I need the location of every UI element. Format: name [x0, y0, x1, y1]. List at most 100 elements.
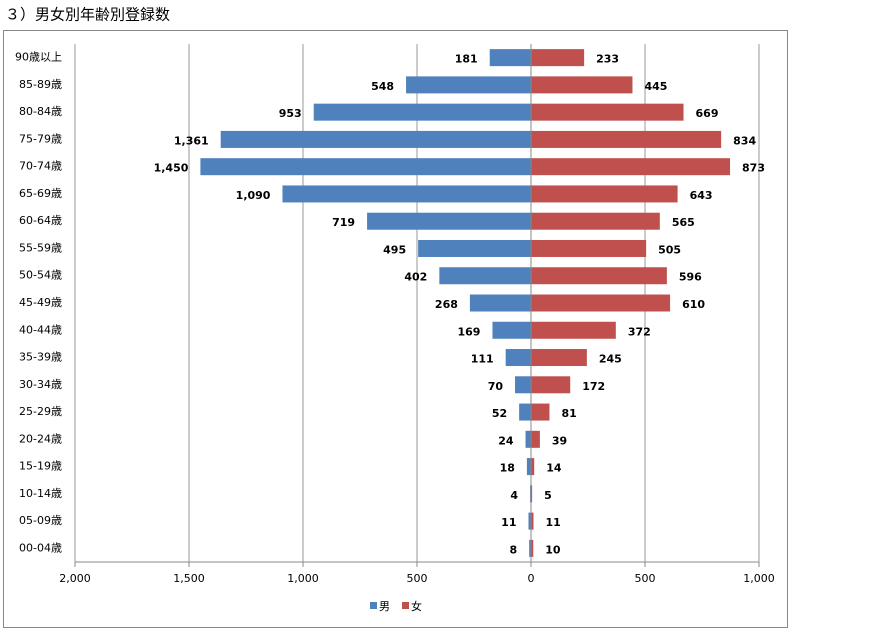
data-label: 24 [498, 434, 514, 447]
bar [200, 158, 531, 176]
data-label: 18 [500, 462, 515, 475]
y-tick-label: 05-09歳 [19, 514, 62, 527]
bar [531, 130, 722, 148]
y-tick-label: 00-04歳 [19, 541, 62, 554]
y-tick-label: 40-44歳 [19, 323, 62, 336]
bar [469, 294, 531, 312]
bar [489, 49, 531, 67]
x-tick-label: 500 [635, 572, 656, 585]
chart-frame [3, 30, 788, 628]
data-label: 245 [599, 353, 622, 366]
data-label: 402 [404, 271, 427, 284]
bar [531, 403, 550, 421]
y-tick-label: 35-39歳 [19, 351, 62, 364]
data-label: 1,361 [174, 134, 209, 147]
data-label: 4 [510, 489, 518, 502]
x-tick-label: 1,000 [287, 572, 319, 585]
y-tick-label: 75-79歳 [19, 132, 62, 145]
bar [531, 349, 587, 367]
bar [525, 430, 531, 448]
bar [526, 458, 531, 476]
bar [531, 49, 585, 67]
data-label: 81 [561, 407, 576, 420]
bar [531, 158, 731, 176]
data-label: 719 [332, 216, 355, 229]
y-tick-label: 15-19歳 [19, 460, 62, 473]
bar [220, 130, 531, 148]
bar [528, 512, 531, 530]
y-tick-label: 20-24歳 [19, 432, 62, 445]
data-label: 1,090 [236, 189, 271, 202]
data-label: 169 [457, 325, 480, 338]
bar [531, 376, 571, 394]
bar [531, 294, 671, 312]
bar [531, 103, 684, 121]
y-tick-label: 65-69歳 [19, 187, 62, 200]
bar [531, 239, 647, 257]
bar [531, 539, 534, 557]
data-label: 5 [544, 489, 552, 502]
bar [531, 267, 667, 285]
bar [406, 76, 531, 94]
data-label: 834 [733, 134, 756, 147]
x-tick-label: 1,500 [173, 572, 205, 585]
data-label: 111 [471, 353, 494, 366]
bar [282, 185, 531, 203]
data-label: 172 [582, 380, 605, 393]
data-label: 181 [455, 53, 478, 66]
x-tick-label: 500 [407, 572, 428, 585]
bar [505, 349, 531, 367]
data-label: 505 [658, 243, 681, 256]
y-tick-label: 10-14歳 [19, 487, 62, 500]
bar [531, 76, 633, 94]
data-label: 1,450 [154, 162, 189, 175]
bar [313, 103, 531, 121]
y-tick-label: 60-64歳 [19, 214, 62, 227]
data-label: 643 [690, 189, 713, 202]
bar [519, 403, 531, 421]
bar [439, 267, 531, 285]
legend-label: 女 [411, 599, 422, 613]
bar [418, 239, 531, 257]
x-tick-label: 2,000 [59, 572, 91, 585]
y-tick-label: 80-84歳 [19, 105, 62, 118]
y-tick-label: 50-54歳 [19, 269, 62, 282]
y-tick-label: 30-34歳 [19, 378, 62, 391]
data-label: 548 [371, 80, 394, 93]
bar [531, 185, 678, 203]
bar [367, 212, 531, 230]
bar [531, 485, 533, 503]
data-label: 268 [435, 298, 458, 311]
bar [531, 430, 540, 448]
legend-label: 男 [379, 600, 390, 613]
data-label: 70 [488, 380, 504, 393]
data-label: 669 [696, 107, 719, 120]
bar [492, 321, 531, 339]
data-label: 11 [501, 516, 516, 529]
y-tick-label: 25-29歳 [19, 405, 62, 418]
data-label: 39 [552, 434, 567, 447]
y-tick-label: 70-74歳 [19, 160, 62, 173]
bar [531, 458, 535, 476]
data-label: 8 [510, 543, 518, 556]
y-tick-label: 45-49歳 [19, 296, 62, 309]
bar [529, 539, 531, 557]
data-label: 565 [672, 216, 695, 229]
legend-swatch [402, 602, 409, 609]
data-label: 10 [545, 543, 561, 556]
data-label: 233 [596, 53, 619, 66]
data-label: 873 [742, 162, 765, 175]
bar [531, 512, 534, 530]
x-tick-label: 0 [528, 572, 535, 585]
bar [531, 321, 616, 339]
bar [515, 376, 531, 394]
y-tick-label: 85-89歳 [19, 78, 62, 91]
data-label: 11 [546, 516, 561, 529]
legend-swatch [370, 602, 377, 609]
data-label: 596 [679, 271, 702, 284]
y-tick-label: 90歳以上 [15, 51, 62, 64]
data-label: 14 [546, 462, 562, 475]
data-label: 953 [279, 107, 302, 120]
data-label: 52 [492, 407, 507, 420]
data-label: 495 [383, 243, 406, 256]
